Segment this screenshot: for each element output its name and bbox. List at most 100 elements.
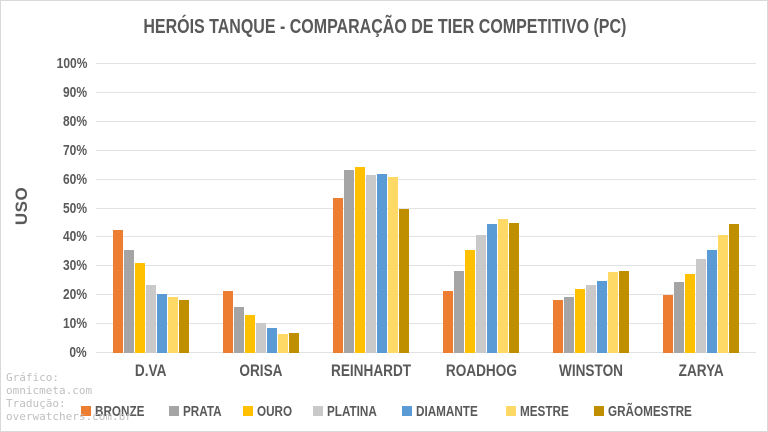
credits-line: Tradução: [6, 397, 66, 410]
y-tick-label-100: 100% [1, 54, 87, 74]
legend-label-prata: PRATA [183, 403, 232, 420]
y-tick-label-10: 10% [1, 314, 87, 334]
bar-group-orisa [206, 64, 316, 353]
bar-bronze-orisa [223, 290, 233, 353]
credits-watermark: Gráfico: omnicmeta.com Tradução: overwat… [6, 371, 166, 423]
bar-prata-orisa [234, 306, 244, 353]
legend-item-diamante: DIAMANTE [402, 403, 495, 420]
bar-ouro-reinhardt [355, 166, 365, 353]
legend-label-text: DIAMANTE [416, 402, 478, 420]
bar-ouro-zarya [685, 273, 695, 353]
legend-label-mestre: MESTRE [520, 403, 583, 420]
bar-prata-winston [564, 296, 574, 353]
legend-label-gr-omestre: GRÃOMESTRE [608, 403, 716, 420]
gridline-60 [96, 178, 756, 180]
credits-line: omnicmeta.com [6, 384, 93, 397]
bar-diamante-orisa [267, 328, 277, 353]
bar-bronze-winston [553, 299, 563, 353]
y-tick-text: 50% [62, 199, 87, 217]
legend-label-ouro: OURO [257, 403, 302, 420]
bar-diamante-zarya [707, 250, 717, 353]
legend-label-platina: PLATINA [327, 403, 391, 420]
credits-line: Gráfico: [6, 371, 59, 384]
gridline-90 [96, 91, 756, 93]
legend-item-mestre: MESTRE [506, 403, 583, 420]
gridline-30 [96, 265, 756, 267]
x-tick-text: ZARYA [678, 361, 724, 380]
bar-platina-zarya [696, 259, 706, 353]
chart-title-text: HERÓIS TANQUE - COMPARAÇÃO DE TIER COMPE… [143, 16, 627, 38]
bar-diamante-roadhog [487, 224, 497, 353]
legend-label-text: PRATA [182, 402, 222, 420]
x-tick-text: REINHARDT [330, 361, 412, 380]
y-tick-text: 100% [56, 55, 87, 72]
y-tick-text: 80% [62, 112, 87, 130]
legend-swatch-prata [168, 406, 179, 416]
legend-swatch-ouro [243, 406, 254, 416]
credits-line: overwatchers.com.br [6, 410, 132, 423]
bar-mestre-d-va [168, 296, 178, 353]
y-tick-label-20: 20% [1, 285, 87, 305]
bar-bronze-zarya [663, 295, 673, 353]
y-axis-labels: 0% 10% 20% 30% 40% 50% 60% 70% 80% 90% 100% [1, 55, 87, 361]
bar-diamante-reinhardt [377, 173, 387, 353]
legend-label-text: MESTRE [520, 402, 570, 420]
legend-item-platina: PLATINA [313, 403, 391, 420]
legend-item-gr-omestre: GRÃOMESTRE [593, 403, 716, 420]
legend-swatch-mestre [506, 406, 517, 416]
y-tick-label-0: 0% [1, 343, 87, 363]
gridline-70 [96, 149, 756, 151]
bar-gr-omestre-d-va [179, 299, 189, 353]
legend-label-text: GRÃOMESTRE [607, 402, 692, 420]
bar-mestre-winston [608, 272, 618, 353]
legend-swatch-platina [313, 406, 324, 416]
bar-prata-roadhog [454, 270, 464, 353]
y-tick-text: 40% [62, 228, 87, 246]
x-tick-text: WINSTON [559, 361, 623, 380]
bar-platina-winston [586, 285, 596, 353]
bar-mestre-orisa [278, 334, 288, 353]
y-tick-label-70: 70% [1, 141, 87, 161]
legend-label-bronze: BRONZE [95, 403, 158, 420]
y-tick-text: 10% [62, 315, 87, 333]
legend-item-bronze: BRONZE [80, 403, 158, 420]
legend-item-ouro: OURO [243, 403, 302, 420]
bar-platina-orisa [256, 322, 266, 353]
y-tick-text: 20% [62, 286, 87, 304]
y-tick-label-30: 30% [1, 256, 87, 276]
legend-item-prata: PRATA [168, 403, 232, 420]
bar-group-winston [536, 64, 646, 353]
legend-swatch-bronze [80, 406, 91, 416]
x-tick-label-reinhardt: REINHARDT [316, 359, 426, 383]
bar-ouro-winston [575, 289, 585, 353]
y-tick-text: 90% [62, 83, 87, 101]
bar-mestre-roadhog [498, 218, 508, 353]
bar-gr-omestre-reinhardt [399, 208, 409, 353]
legend-swatch-diamante [402, 406, 413, 416]
gridline-40 [96, 236, 756, 238]
y-tick-label-90: 90% [1, 83, 87, 103]
bar-gr-omestre-orisa [289, 332, 299, 353]
bar-group-zarya [646, 64, 756, 353]
x-tick-label-orisa: ORISA [206, 359, 316, 383]
x-tick-text: ROADHOG [445, 361, 517, 380]
x-tick-text: ORISA [239, 361, 283, 380]
bar-prata-reinhardt [344, 169, 354, 353]
bar-group-roadhog [426, 64, 536, 353]
y-tick-label-60: 60% [1, 170, 87, 190]
x-tick-label-winston: WINSTON [536, 359, 646, 383]
x-axis-labels: D.VA ORISA REINHARDT ROADHOG WINSTON ZARYA [96, 359, 756, 383]
bar-ouro-roadhog [465, 250, 475, 353]
plot-area [96, 63, 756, 353]
x-tick-text: D.VA [135, 361, 167, 380]
bar-gr-omestre-zarya [729, 224, 739, 353]
y-tick-text: 0% [69, 344, 87, 361]
bar-prata-d-va [124, 250, 134, 353]
bar-gr-omestre-winston [619, 270, 629, 353]
bar-gr-omestre-roadhog [509, 222, 519, 353]
y-tick-text: 30% [62, 257, 87, 275]
y-tick-text: 70% [62, 141, 87, 159]
bar-mestre-reinhardt [388, 176, 398, 353]
bar-groups [96, 64, 756, 353]
legend-swatch-gr-omestre [593, 406, 604, 416]
